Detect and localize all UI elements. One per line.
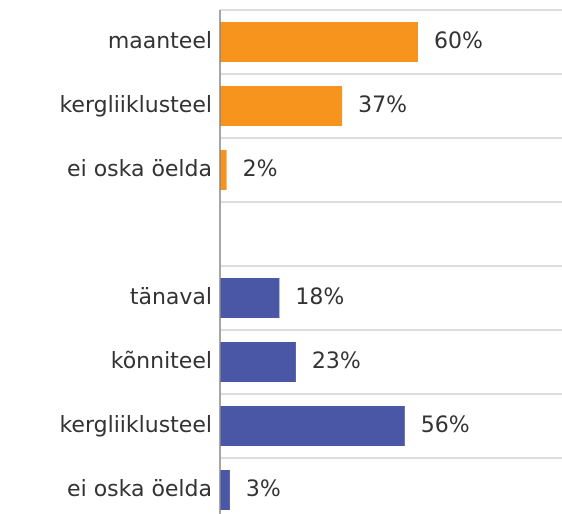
data-label: 37% <box>358 93 407 118</box>
bar <box>220 406 405 446</box>
data-label: 60% <box>434 29 483 54</box>
y-tick-label: kergliiklusteel <box>59 413 212 438</box>
y-tick-label: kergliiklusteel <box>59 93 212 118</box>
bar <box>220 22 418 62</box>
y-tick-label: maanteel <box>108 29 212 54</box>
data-label: 18% <box>295 285 344 310</box>
data-label: 56% <box>421 413 470 438</box>
bar <box>220 150 227 190</box>
bar <box>220 342 296 382</box>
y-tick-label: ei oska öelda <box>67 157 212 182</box>
y-tick-label: tänaval <box>130 285 212 310</box>
data-label: 2% <box>243 157 278 182</box>
data-label: 23% <box>312 349 361 374</box>
bar <box>220 278 280 318</box>
y-tick-label: ei oska öelda <box>67 477 212 502</box>
bar <box>220 470 230 510</box>
y-tick-label: kõnniteel <box>111 349 212 374</box>
data-label: 3% <box>246 477 281 502</box>
bar <box>220 86 343 126</box>
